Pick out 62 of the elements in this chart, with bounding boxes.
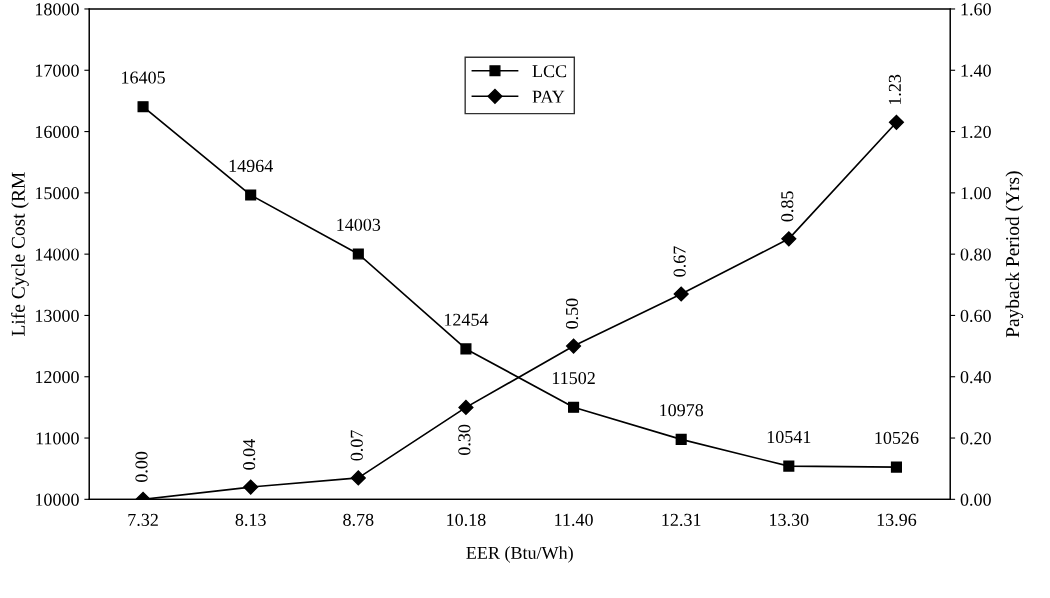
x-tick-label: 12.31 [662, 513, 701, 526]
point [783, 460, 795, 472]
y2-tick-label: 1.20 [961, 125, 991, 139]
point [352, 248, 364, 260]
y-tick-label: 17000 [35, 64, 79, 77]
y-axis-title: Life Cycle Cost (RM [10, 172, 29, 336]
data-label: 0.50 [565, 298, 579, 329]
data-label: 0.00 [135, 451, 148, 482]
point [243, 479, 259, 495]
y2-tick-label: 1.60 [961, 3, 991, 16]
data-label: 10541 [767, 430, 811, 444]
x-axis-title: EER (Btu/Wh) [466, 546, 573, 563]
x-tick-label: 7.32 [128, 513, 158, 526]
y-tick-label: 14000 [35, 248, 79, 261]
data-label: 1.23 [888, 74, 902, 105]
x-tick-label: 8.78 [343, 513, 374, 526]
point [350, 470, 366, 486]
point [673, 286, 689, 302]
y2-tick-label: 0.80 [960, 248, 991, 261]
y2-tick-label: 1.00 [961, 187, 991, 200]
data-label: 10526 [875, 431, 919, 444]
data-label: 0.04 [243, 439, 256, 470]
y2-tick-label: 0.20 [960, 432, 991, 445]
legend-label: LCC [532, 65, 567, 78]
data-label: 0.07 [350, 430, 363, 461]
point [565, 338, 582, 354]
data-label: 0.30 [458, 424, 471, 455]
point [245, 189, 257, 201]
data-label: 0.85 [781, 191, 794, 222]
data-label: 10978 [660, 404, 704, 417]
point [890, 461, 902, 473]
point [460, 343, 472, 355]
x-tick-label: 8.13 [235, 513, 266, 526]
y-tick-label: 15000 [35, 187, 79, 200]
data-label: 14964 [229, 159, 273, 172]
y-tick-label: 11000 [36, 432, 79, 445]
data-label: 12454 [444, 313, 489, 326]
data-label: 16405 [122, 71, 165, 84]
x-tick-label: 10.18 [447, 513, 486, 526]
y-tick-label: 16000 [35, 125, 79, 138]
y-tick-label: 10000 [35, 493, 79, 506]
y-tick-label: 12000 [35, 371, 79, 384]
y2-tick-label: 1.40 [961, 64, 991, 77]
x-tick-label: 13.30 [770, 513, 809, 526]
x-tick-label: 13.96 [877, 513, 917, 526]
point [458, 399, 474, 415]
y-tick-label: 18000 [35, 3, 79, 16]
y2-tick-label: 0.00 [960, 493, 991, 506]
y2-tick-label: 0.60 [960, 309, 991, 322]
y2-tick-label: 0.40 [960, 371, 991, 384]
point [137, 101, 149, 113]
x-tick-label: 11.40 [555, 513, 593, 526]
data-label: 11502 [552, 371, 595, 385]
y2-axis-title: Payback Period (Yrs) [1005, 171, 1024, 338]
point [675, 433, 687, 445]
legend-label: PAY [532, 90, 565, 103]
point [888, 114, 905, 130]
point [568, 401, 580, 413]
y-tick-label: 13000 [35, 309, 79, 322]
point [781, 231, 797, 247]
data-label: 0.67 [673, 246, 686, 277]
data-label: 14003 [337, 218, 381, 231]
